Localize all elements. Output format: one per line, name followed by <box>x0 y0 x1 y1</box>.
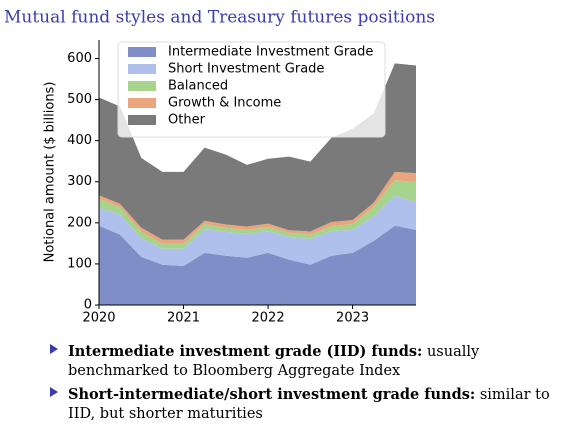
chart: Mutual fund styles and Treasury futures … <box>4 8 435 326</box>
bullet: Short-intermediate/short investment grad… <box>50 385 550 424</box>
bullet-text: similar to IID, but shorter maturities <box>68 387 550 422</box>
legend-swatch <box>128 98 156 108</box>
chart-title: Mutual fund styles and Treasury futures … <box>4 8 435 28</box>
legend-label: Growth & Income <box>168 96 281 111</box>
x-tick-label: 2023 <box>336 311 369 326</box>
area <box>99 63 416 240</box>
legend-label: Intermediate Investment Grade <box>168 45 373 60</box>
x-tick-label: 2022 <box>252 311 285 326</box>
y-tick-label: 400 <box>67 133 92 148</box>
y-tick-label: 600 <box>67 51 92 66</box>
y-tick-label: 500 <box>67 92 92 107</box>
bullet-text: usually benchmarked to Bloomberg Aggrega… <box>68 344 480 379</box>
y-tick-label: 300 <box>67 174 92 189</box>
y-tick-label: 100 <box>67 256 92 271</box>
legend-swatch <box>128 115 156 125</box>
y-tick-label: 0 <box>84 298 92 313</box>
area <box>99 225 416 305</box>
bullet: Intermediate investment grade (IID) fund… <box>50 342 550 381</box>
bullet-bold: Intermediate investment grade (IID) fund… <box>68 343 423 360</box>
bullet-bold: Short-intermediate/short investment grad… <box>68 386 476 403</box>
legend-swatch <box>128 64 156 74</box>
area <box>99 195 416 266</box>
legend-swatch <box>128 81 156 91</box>
legend-label: Balanced <box>168 79 228 94</box>
y-tick-label: 200 <box>67 215 92 230</box>
x-tick-label: 2021 <box>167 311 200 326</box>
legend-swatch <box>128 47 156 57</box>
x-tick-label: 2020 <box>82 311 115 326</box>
y-axis-label: Notional amount ($ billions) <box>43 82 58 263</box>
legend-label: Short Investment Grade <box>168 62 324 77</box>
legend-label: Other <box>168 113 206 128</box>
legend-box <box>117 41 386 138</box>
